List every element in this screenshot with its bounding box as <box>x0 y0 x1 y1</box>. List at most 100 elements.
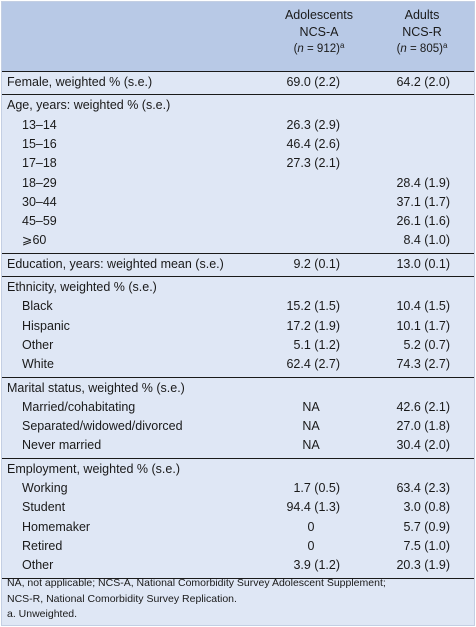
table-row: Hispanic 17.2 (1.9) 10.1 (1.7) <box>2 317 474 336</box>
table-row-adults-value: 27.0 (1.8) <box>396 419 450 434</box>
section-title-row-adults-value: 13.0 (0.1) <box>396 256 450 271</box>
table-row: 13–14 26.3 (2.9) <box>2 116 474 135</box>
table-row: Student 94.4 (1.3) 3.0 (0.8) <box>2 498 474 517</box>
section-title-row-label: Education, years: weighted mean (s.e.) <box>7 256 224 271</box>
table-row-adolescents-value: NA <box>302 438 320 453</box>
section-divider <box>2 376 474 378</box>
section-title-row-label: Marital status, weighted % (s.e.) <box>7 380 185 395</box>
table-row: 30–44 37.1 (1.7) <box>2 193 474 212</box>
table-row-adults-value: 7.5 (1.0) <box>403 538 450 553</box>
section-title-row-label: Employment, weighted % (s.e.) <box>7 461 180 476</box>
table-row-adolescents-value: 3.9 (1.2) <box>293 558 340 573</box>
section-title-row: Age, years: weighted % (s.e.) <box>2 96 474 115</box>
table-row-label: Working <box>22 481 68 495</box>
note-abbreviations-cont: NCS-R, National Comorbidity Survey Repli… <box>7 592 237 605</box>
table-row-adults-value: 10.4 (1.5) <box>396 299 450 314</box>
table-row: White 62.4 (2.7) 74.3 (2.7) <box>2 355 474 374</box>
table-row-adolescents-value: NA <box>302 399 320 414</box>
table-row-label: 13–14 <box>22 117 57 132</box>
table-row-label: Hispanic <box>22 318 70 333</box>
table-row-adolescents-value: 0 <box>307 519 315 534</box>
table-row-label: Never married <box>22 438 102 453</box>
section-divider <box>2 457 474 459</box>
section-title-row: Education, years: weighted mean (s.e.) 9.… <box>2 255 474 274</box>
table-row-label: Homemaker <box>22 519 91 534</box>
table-row: Black 15.2 (1.5) 10.4 (1.5) <box>2 297 474 316</box>
table-row: Other 3.9 (1.2) 20.3 (1.9) <box>2 556 474 575</box>
table-row-adolescents-value: 15.2 (1.5) <box>286 299 340 314</box>
section-title-row-label: Age, years: weighted % (s.e.) <box>7 98 171 113</box>
table-row-adults-value: 5.7 (0.9) <box>403 519 450 534</box>
table-row: Separated/widowed/divorced NA 27.0 (1.8) <box>2 417 474 436</box>
table-row-adolescents-value: 94.4 (1.3) <box>286 500 340 515</box>
table-row: ⩾60 8.4 (1.0) <box>2 231 474 250</box>
table-row-adults-value: 3.0 (0.8) <box>403 500 450 515</box>
table-row-label: ⩾60 <box>22 233 47 248</box>
table-row-adults-value: 5.2 (0.7) <box>403 337 450 352</box>
section-title-row-adolescents-value: 69.0 (2.2) <box>286 75 340 89</box>
table-row-adults-value: 28.4 (1.9) <box>396 175 450 190</box>
table-row-adults-value: 74.3 (2.7) <box>396 357 450 372</box>
header-adults-title: Adults <box>404 8 440 22</box>
table-row-adults-value: 42.6 (2.1) <box>396 399 450 414</box>
table-header: Adolescents NCS-A (n = 912)a Adults NCS-… <box>2 2 474 71</box>
table-row-adolescents-value: 5.1 (1.2) <box>293 337 340 352</box>
table-row: 18–29 28.4 (1.9) <box>2 174 474 193</box>
header-adults-survey: NCS-R <box>402 25 442 39</box>
table-row-adults-value: 26.1 (1.6) <box>396 214 450 229</box>
section-title-row-label: Female, weighted % (s.e.) <box>7 75 153 89</box>
note-unweighted: a. Unweighted. <box>7 608 78 620</box>
section-title-row-adults-value: 64.2 (2.0) <box>396 75 450 89</box>
table-row: Homemaker 0 5.7 (0.9) <box>2 518 474 537</box>
table-row: 15–16 46.4 (2.6) <box>2 135 474 154</box>
section-divider <box>2 276 474 277</box>
table-row-adolescents-value: NA <box>302 419 320 434</box>
table-row: Working 1.7 (0.5) 63.4 (2.3) <box>2 479 474 498</box>
header-adults-n: (n = 805)a <box>396 41 448 56</box>
table-row-adults-value: 37.1 (1.7) <box>396 194 450 209</box>
table-row-label: Student <box>22 500 66 515</box>
section-title-row: Employment, weighted % (s.e.) <box>2 460 474 479</box>
table-row-label: Other <box>22 558 54 573</box>
table-row-adults-value: 20.3 (1.9) <box>396 558 450 573</box>
table-row-adults-value: 8.4 (1.0) <box>403 233 450 248</box>
table-row-adults-value: 30.4 (2.0) <box>396 438 450 453</box>
section-title-row: Marital status, weighted % (s.e.) <box>2 379 474 398</box>
table-row-adolescents-value: 17.2 (1.9) <box>286 318 340 333</box>
table-row-adults-value: 10.1 (1.7) <box>396 318 450 333</box>
table-row-adults-value: 63.4 (2.3) <box>396 481 450 495</box>
section-title-row-label: Ethnicity, weighted % (s.e.) <box>7 280 157 294</box>
header-adolescents-title: Adolescents <box>284 8 354 22</box>
section-title-row: Female, weighted % (s.e.) 69.0 (2.2) 64.2 … <box>2 73 474 92</box>
table-row-adolescents-value: 27.3 (2.1) <box>286 156 340 171</box>
section-divider <box>2 71 474 72</box>
section-divider <box>2 577 474 579</box>
table-row-adolescents-value: 62.4 (2.7) <box>286 357 340 372</box>
header-adolescents: Adolescents NCS-A (n = 912)a <box>264 7 374 58</box>
table-row: 45–59 26.1 (1.6) <box>2 212 474 231</box>
table-row-label: Separated/widowed/divorced <box>22 419 183 434</box>
table-row-label: Married/cohabitating <box>22 399 136 414</box>
header-adults: Adults NCS-R (n = 805)a <box>370 7 474 58</box>
note-abbreviations: NA, not applicable; NCS-A, National Como… <box>7 577 386 589</box>
table-row-adolescents-value: 26.3 (2.9) <box>286 117 340 132</box>
table-row: Never married NA 30.4 (2.0) <box>2 436 474 455</box>
header-adolescents-n: (n = 912)a <box>293 41 345 56</box>
table-row-label: 45–59 <box>22 214 57 229</box>
section-title-row: Ethnicity, weighted % (s.e.) <box>2 278 474 297</box>
table-row-label: Other <box>22 337 54 352</box>
table-row: 17–18 27.3 (2.1) <box>2 154 474 173</box>
table-row-adolescents-value: 46.4 (2.6) <box>286 136 340 151</box>
table-row: Other 5.1 (1.2) 5.2 (0.7) <box>2 336 474 355</box>
table-row-label: Retired <box>22 538 63 553</box>
table-notes: NA, not applicable; NCS-A, National Como… <box>7 576 471 623</box>
table-row-label: 30–44 <box>22 194 57 209</box>
table-row-label: 18–29 <box>22 175 57 190</box>
header-adolescents-survey: NCS-A <box>299 25 339 39</box>
section-title-row-adolescents-value: 9.2 (0.1) <box>293 256 340 271</box>
table-row: Married/cohabitating NA 42.6 (2.1) <box>2 398 474 417</box>
table-row-label: Black <box>22 299 53 314</box>
table-row-label: 17–18 <box>22 156 57 171</box>
table-row: Retired 0 7.5 (1.0) <box>2 537 474 556</box>
